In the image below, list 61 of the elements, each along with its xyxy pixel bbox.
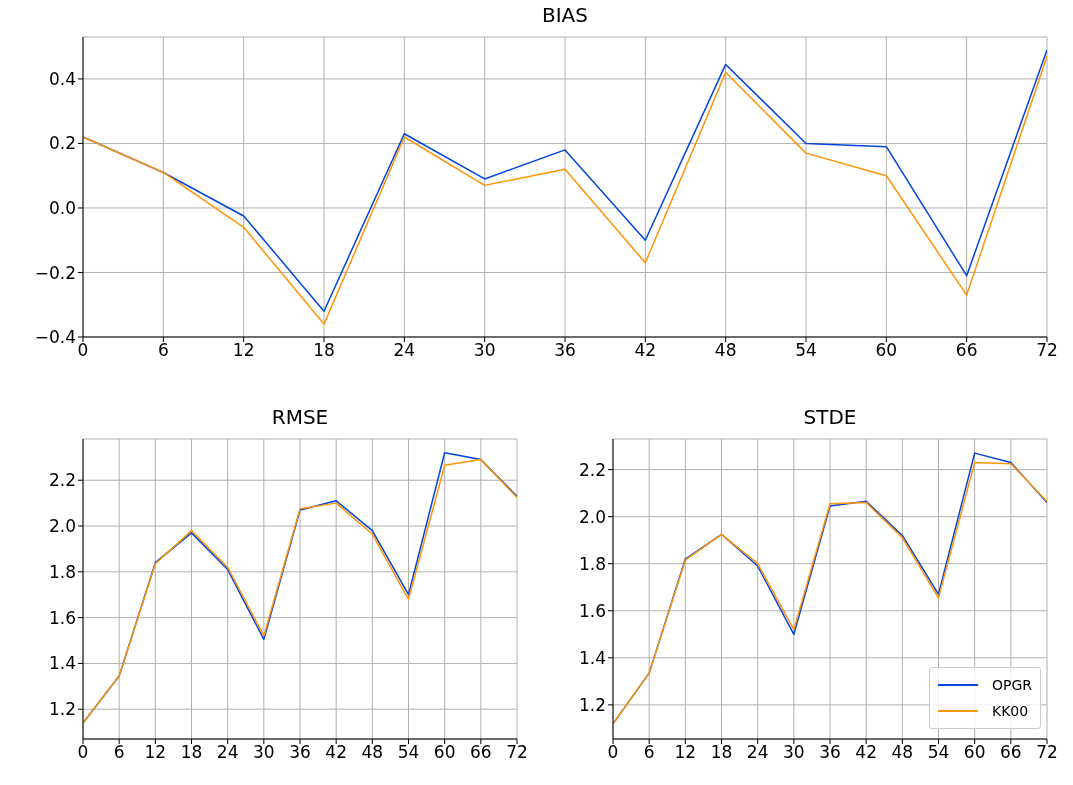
x-tick-label: 72 — [506, 742, 528, 763]
y-tick-label: 1.6 — [48, 607, 76, 628]
x-tick-label: 48 — [361, 742, 384, 763]
y-tick-label: 1.4 — [48, 653, 76, 674]
x-tick-label: 36 — [819, 742, 841, 763]
x-tick-label: 54 — [927, 742, 950, 763]
y-tick-label: 0.4 — [48, 68, 76, 89]
x-tick-label: 60 — [963, 742, 986, 763]
y-tick-label: 1.8 — [578, 553, 606, 574]
x-tick-label: 30 — [473, 340, 496, 361]
x-tick-label: 24 — [393, 340, 416, 361]
x-tick-label: 66 — [955, 340, 978, 361]
y-tick-label: 2.0 — [48, 516, 76, 537]
x-tick-label: 24 — [216, 742, 239, 763]
chart-title: STDE — [802, 405, 858, 429]
x-tick-label: 18 — [710, 742, 733, 763]
x-tick-label: 6 — [113, 742, 125, 763]
y-tick-label: 1.2 — [48, 699, 76, 720]
chart-title: BIAS — [541, 3, 589, 27]
x-tick-label: 54 — [397, 742, 420, 763]
x-tick-label: 42 — [855, 742, 877, 763]
x-tick-label: 60 — [433, 742, 456, 763]
x-tick-label: 12 — [232, 340, 255, 361]
y-tick-label: 2.2 — [48, 470, 76, 491]
y-tick-label: 1.4 — [578, 647, 606, 668]
y-tick-label: 0.2 — [48, 133, 76, 154]
x-tick-label: 66 — [470, 742, 492, 763]
x-tick-label: 48 — [891, 742, 914, 763]
y-tick-label: −0.2 — [34, 262, 76, 283]
y-tick-label: 2.0 — [578, 506, 606, 527]
y-tick-label: 1.8 — [48, 561, 76, 582]
x-tick-label: 36 — [289, 742, 311, 763]
y-tick-label: 0.0 — [48, 198, 76, 218]
x-tick-label: 0 — [77, 742, 89, 763]
x-tick-label: 18 — [313, 340, 335, 361]
x-tick-label: 18 — [180, 742, 203, 763]
x-tick-label: 30 — [253, 742, 275, 763]
x-tick-label: 66 — [1000, 742, 1022, 763]
legend-label: KK00 — [991, 703, 1029, 719]
y-tick-label: 2.2 — [578, 459, 606, 480]
y-tick-label: 1.6 — [578, 600, 606, 621]
x-tick-label: 12 — [144, 742, 167, 763]
x-tick-label: 0 — [607, 742, 619, 763]
x-tick-label: 42 — [325, 742, 347, 763]
x-tick-label: 42 — [634, 340, 657, 361]
x-tick-label: 12 — [674, 742, 697, 763]
y-tick-label: 1.2 — [578, 694, 606, 715]
x-tick-label: 6 — [643, 742, 655, 763]
y-tick-label: −0.4 — [34, 327, 76, 348]
x-tick-label: 6 — [157, 340, 169, 361]
x-tick-label: 30 — [783, 742, 805, 763]
x-tick-label: 60 — [875, 340, 898, 361]
x-tick-label: 0 — [77, 340, 89, 361]
x-tick-label: 54 — [795, 340, 817, 361]
x-tick-label: 72 — [1036, 742, 1058, 763]
x-tick-label: 72 — [1036, 340, 1058, 361]
legend-label: OPGR — [991, 677, 1032, 693]
chart-title: RMSE — [270, 405, 330, 429]
x-tick-label: 24 — [746, 742, 769, 763]
x-tick-label: 48 — [714, 340, 737, 361]
x-tick-label: 36 — [554, 340, 576, 361]
